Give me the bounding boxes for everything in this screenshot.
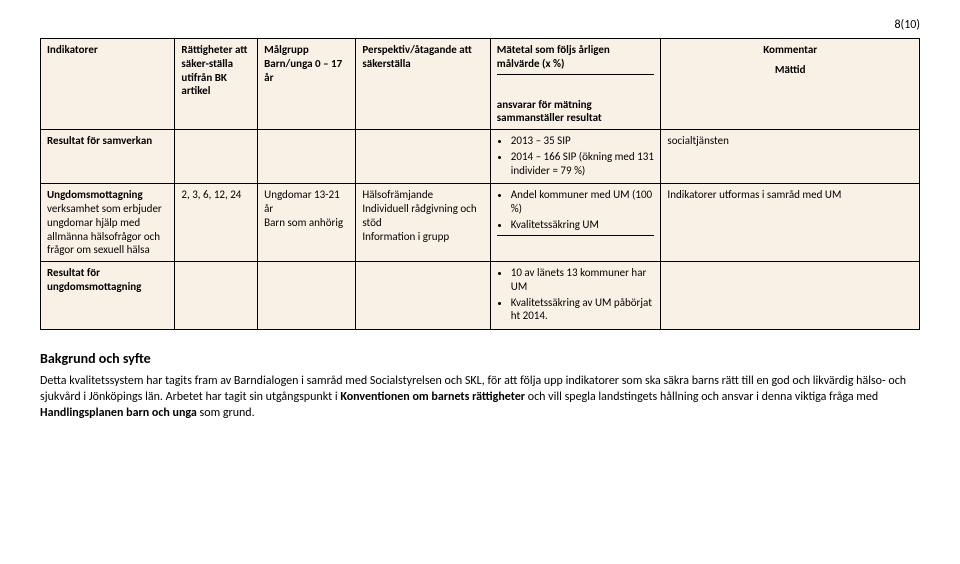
th-col6: Kommentar Mättid <box>661 39 920 130</box>
th-col6a: Kommentar <box>667 43 913 57</box>
table-row: Resultat för ungdomsmottagning 10 av län… <box>41 262 920 330</box>
table-row: Resultat för samverkan 2013 – 35 SIP 201… <box>41 130 920 184</box>
row0-bullets: 2013 – 35 SIP 2014 – 166 SIP (ökning med… <box>497 134 655 177</box>
para-part3: som grund. <box>197 406 255 420</box>
row2-col3 <box>258 262 356 330</box>
th-col2: Rättigheter att säker-ställa utifrån BK … <box>175 39 258 130</box>
row1-col3: Ungdomar 13-21 år Barn som anhörig <box>258 184 356 262</box>
th-col5-rule <box>497 74 655 75</box>
row1-col6: Indikatorer utformas i samråd med UM <box>661 184 920 262</box>
para-bold1: Konventionen om barnets rättigheter <box>340 390 525 404</box>
th-col1: Indikatorer <box>41 39 175 130</box>
th-col5-top: Mätetal som följs årligen målvärde (x %) <box>497 43 655 71</box>
section-title: Bakgrund och syfte <box>40 350 920 367</box>
row1-col1: Ungdomsmottagning verksamhet som erbjude… <box>41 184 175 262</box>
row1-label-bold: Ungdomsmottagning <box>47 188 143 201</box>
row1-rule <box>497 235 655 236</box>
th-col4: Perspektiv/åtagande att säkerställa <box>356 39 490 130</box>
row2-label: Resultat för ungdomsmottagning <box>47 266 141 293</box>
row1-label-rest-text: verksamhet som erbjuder ungdomar hjälp m… <box>47 202 162 256</box>
row2-col2 <box>175 262 258 330</box>
list-item: Kvalitetssäkring UM <box>511 218 655 232</box>
table-body: Resultat för samverkan 2013 – 35 SIP 201… <box>41 130 920 330</box>
list-item: 10 av länets 13 kommuner har UM <box>511 266 655 294</box>
row0-col4 <box>356 130 490 184</box>
row2-col6 <box>661 262 920 330</box>
para-part2: och vill spegla landstingets hållning oc… <box>525 390 878 404</box>
row0-col6: socialtjänsten <box>661 130 920 184</box>
th-col5-bottom: ansvarar för mätning sammanställer resul… <box>497 98 655 126</box>
th-col3: Målgrupp Barn/unga 0 – 17 år <box>258 39 356 130</box>
row0-label: Resultat för samverkan <box>47 134 152 147</box>
row2-bullets: 10 av länets 13 kommuner har UM Kvalitet… <box>497 266 655 323</box>
row2-col4 <box>356 262 490 330</box>
row1-bullets: Andel kommuner med UM (100 %) Kvalitetss… <box>497 188 655 231</box>
row0-col1: Resultat för samverkan <box>41 130 175 184</box>
indicator-table: Indikatorer Rättigheter att säker-ställa… <box>40 38 920 330</box>
row2-col5: 10 av länets 13 kommuner har UM Kvalitet… <box>490 262 661 330</box>
list-item: Kvalitetssäkring av UM påbörjat ht 2014. <box>511 296 655 324</box>
row1-col2: 2, 3, 6, 12, 24 <box>175 184 258 262</box>
section-paragraph: Detta kvalitetssystem har tagits fram av… <box>40 373 920 422</box>
row0-col3 <box>258 130 356 184</box>
list-item: Andel kommuner med UM (100 %) <box>511 188 655 216</box>
row2-col1: Resultat för ungdomsmottagning <box>41 262 175 330</box>
row0-col2 <box>175 130 258 184</box>
page-root: 8(10) Indikatorer Rättigheter att säker-… <box>0 0 960 436</box>
table-header-row: Indikatorer Rättigheter att säker-ställa… <box>41 39 920 130</box>
list-item: 2014 – 166 SIP (ökning med 131 individer… <box>511 150 655 178</box>
row1-col5: Andel kommuner med UM (100 %) Kvalitetss… <box>490 184 661 262</box>
para-bold2: Handlingsplanen barn och unga <box>40 406 197 420</box>
row0-col5: 2013 – 35 SIP 2014 – 166 SIP (ökning med… <box>490 130 661 184</box>
th-col5: Mätetal som följs årligen målvärde (x %)… <box>490 39 661 130</box>
page-number: 8(10) <box>40 18 920 32</box>
row1-col4: Hälsofrämjande Individuell rådgivning oc… <box>356 184 490 262</box>
list-item: 2013 – 35 SIP <box>511 134 655 148</box>
th-col6b: Mättid <box>667 63 913 77</box>
table-row: Ungdomsmottagning verksamhet som erbjude… <box>41 184 920 262</box>
